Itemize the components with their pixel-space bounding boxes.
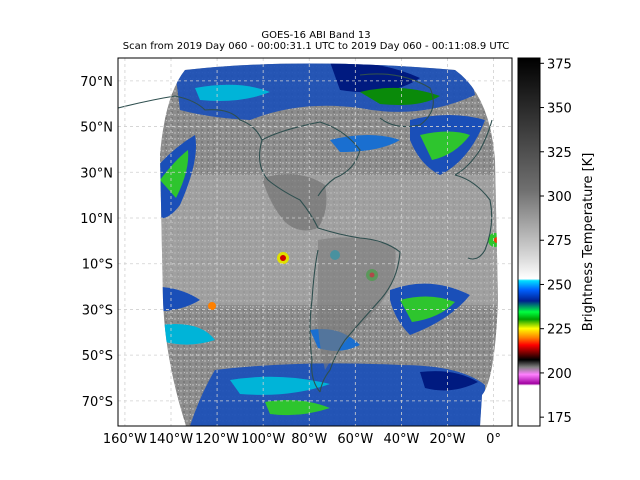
colorbar-tick-label: 225 (547, 323, 572, 338)
x-tick-label: 0° (486, 432, 501, 447)
x-tick-label: 100°W (241, 432, 285, 447)
axes-frame (117, 57, 513, 427)
y-tick-label: 10°S (82, 258, 113, 273)
chart-subtitle: Scan from 2019 Day 060 - 00:00:31.1 UTC … (123, 41, 509, 52)
satellite-image (117, 58, 512, 426)
chart-title: GOES-16 ABI Band 13 (261, 30, 370, 41)
colorbar-ticks: 375 350 325 300 275 250 225 200 175 (540, 57, 572, 426)
colorbar-tick-label: 250 (547, 278, 572, 293)
x-tick-label: 40°W (383, 432, 419, 447)
colorbar-tick-label: 375 (547, 57, 572, 72)
y-tick-label: 50°S (82, 349, 113, 364)
y-tick-label: 30°S (82, 303, 113, 318)
colorbar-tick-label: 275 (547, 234, 572, 249)
colorbar-tick-label: 200 (547, 367, 572, 382)
x-tick-label: 120°W (195, 432, 239, 447)
x-tick-label: 20°W (430, 432, 466, 447)
colorbar-label: Brightness Temperature [K] (581, 153, 596, 332)
colorbar-gradient (517, 57, 541, 427)
x-tick-label: 80°W (291, 432, 327, 447)
y-tick-label: 70°N (80, 75, 113, 90)
y-tick-label: 10°N (80, 212, 113, 227)
y-tick-label: 70°S (82, 395, 113, 410)
y-tick-label: 50°N (80, 121, 113, 136)
x-tick-label: 60°W (337, 432, 373, 447)
colorbar-tick-label: 175 (547, 411, 572, 426)
coastlines (117, 73, 493, 393)
gridlines (118, 58, 512, 426)
colorbar-tick-label: 350 (547, 102, 572, 117)
x-tick-label: 140°W (149, 432, 193, 447)
colorbar-tick-label: 325 (547, 146, 572, 161)
x-axis-ticks: 160°W 140°W 120°W 100°W 80°W 60°W 40°W 20°W 0° (103, 432, 501, 447)
y-axis-ticks: 70°N 50°N 30°N 10°N 10°S 30°S 50°S 70°S (80, 75, 113, 410)
y-tick-label: 30°N (80, 166, 113, 181)
colorbar: 375 350 325 300 275 250 225 200 175 Brightness T… (517, 57, 596, 427)
x-tick-label: 160°W (103, 432, 147, 447)
colorbar-tick-label: 300 (547, 190, 572, 205)
